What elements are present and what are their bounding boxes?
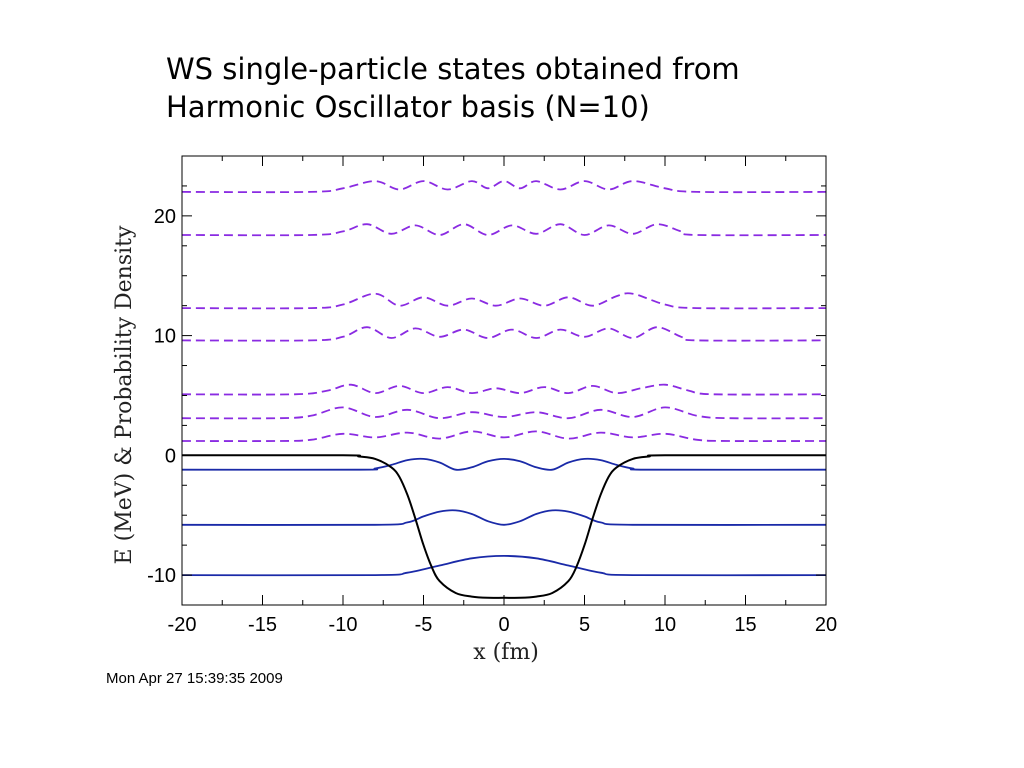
- continuum-state-line-9: [181, 180, 827, 194]
- continuum-state-line-5: [181, 383, 827, 396]
- timestamp: Mon Apr 27 15:39:35 2009: [106, 670, 283, 687]
- y-tick-label: 10: [154, 326, 176, 348]
- y-axis-title: E (MeV) & Probability Density: [112, 225, 137, 564]
- plot-area: [181, 180, 827, 599]
- x-tick-label: 0: [498, 614, 509, 636]
- x-tick-label: -10: [329, 614, 358, 636]
- continuum-state-line-7: [181, 292, 827, 310]
- bound-state-line-2: [181, 457, 827, 471]
- y-tick-label: 0: [165, 445, 176, 467]
- x-axis-title: x (fm): [473, 640, 539, 665]
- slide-title: WS single-particle states obtained from …: [166, 50, 966, 126]
- x-tick-label: 5: [579, 614, 590, 636]
- woods-saxon-potential-line: [181, 454, 827, 599]
- y-tick-label: 20: [154, 206, 176, 228]
- plot-frame: [181, 155, 827, 606]
- x-tick-label: 15: [734, 614, 756, 636]
- x-tick-label: 10: [654, 614, 676, 636]
- x-tick-label: 20: [815, 614, 837, 636]
- slide-title-line-2: Harmonic Oscillator basis (N=10): [166, 90, 650, 124]
- bound-state-line-1: [181, 509, 827, 526]
- bound-state-line-0: [181, 554, 827, 577]
- x-tick-label: -5: [415, 614, 433, 636]
- continuum-state-line-3: [181, 430, 827, 442]
- x-tick-label: -20: [168, 614, 197, 636]
- continuum-state-line-4: [181, 406, 827, 420]
- x-tick-label: -15: [248, 614, 277, 636]
- continuum-state-line-8: [181, 223, 827, 237]
- y-tick-label: -10: [147, 565, 176, 587]
- continuum-state-line-6: [181, 326, 827, 342]
- slide-title-line-1: WS single-particle states obtained from: [166, 52, 740, 86]
- axes: -20 -15 -10 -5 0 5 10 15 20 -10 0 10 20: [147, 155, 837, 636]
